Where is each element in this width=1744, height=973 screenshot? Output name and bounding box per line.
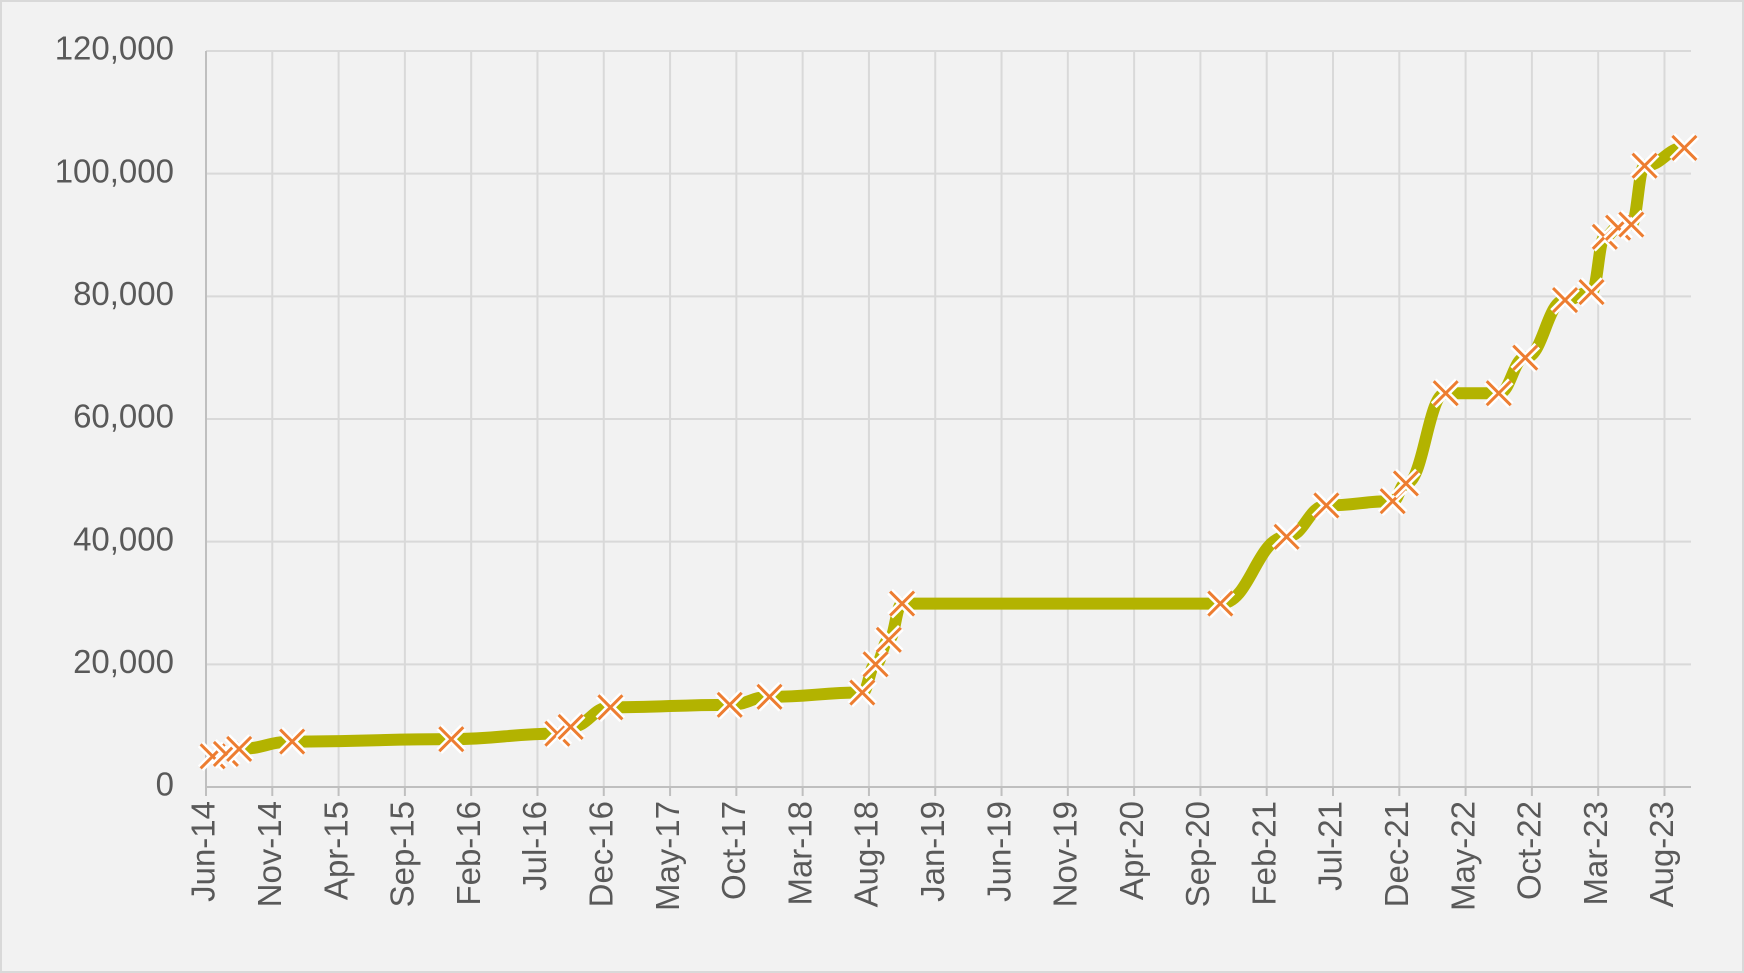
x-tick-label: Jul-16 [516,801,553,891]
y-tick-label: 100,000 [55,152,174,189]
marker [1631,152,1658,179]
marker [226,735,253,763]
marker [438,726,465,753]
y-tick-label: 20,000 [73,643,174,680]
marker [279,728,306,755]
x-tick-label: Mar-18 [781,801,818,906]
marker [889,590,916,617]
x-tick-label: Aug-18 [848,801,885,907]
marker [1432,380,1459,407]
x-tick-label: Sep-15 [384,801,421,907]
x-tick-label: Jan-19 [914,801,951,902]
x-tick-label: Apr-20 [1113,801,1150,900]
marker [1207,590,1234,617]
x-tick-label: Nov-14 [251,801,288,907]
marker [862,651,889,678]
marker [716,691,743,718]
marker [1551,286,1579,314]
marker [1671,134,1698,161]
marker [756,683,783,710]
x-tick-label: Feb-21 [1245,801,1282,906]
x-tick-label: Nov-19 [1047,801,1084,907]
y-tick-label: 60,000 [73,398,174,435]
y-tick-label: 80,000 [73,275,174,312]
marker [875,626,902,653]
marker [1578,278,1605,306]
marker [1392,470,1419,497]
marker [597,694,624,721]
x-tick-label: Jun-14 [185,801,222,902]
x-tick-label: Oct-22 [1511,801,1548,900]
marker [557,713,584,740]
marker [1618,211,1645,238]
y-tick-label: 120,000 [55,30,174,67]
x-tick-label: May-22 [1444,801,1481,911]
x-tick-label: Oct-17 [715,801,752,900]
x-tick-label: Dec-21 [1378,801,1415,907]
x-tick-label: Sep-20 [1179,801,1216,907]
marker [1485,380,1512,407]
x-tick-label: Feb-16 [450,801,487,906]
x-tick-label: Aug-23 [1643,801,1680,907]
x-tick-label: Jun-19 [980,801,1017,902]
marker [1313,492,1340,519]
marker [1273,523,1300,550]
y-tick-label: 40,000 [73,520,174,557]
marker [849,679,876,706]
x-tick-label: Jul-21 [1312,801,1349,891]
y-tick-label: 0 [156,766,174,803]
marker [1512,344,1539,371]
x-tick-label: Apr-15 [317,801,354,900]
x-tick-label: Mar-23 [1577,801,1614,906]
x-tick-label: May-17 [649,801,686,911]
x-tick-label: Dec-16 [582,801,619,907]
